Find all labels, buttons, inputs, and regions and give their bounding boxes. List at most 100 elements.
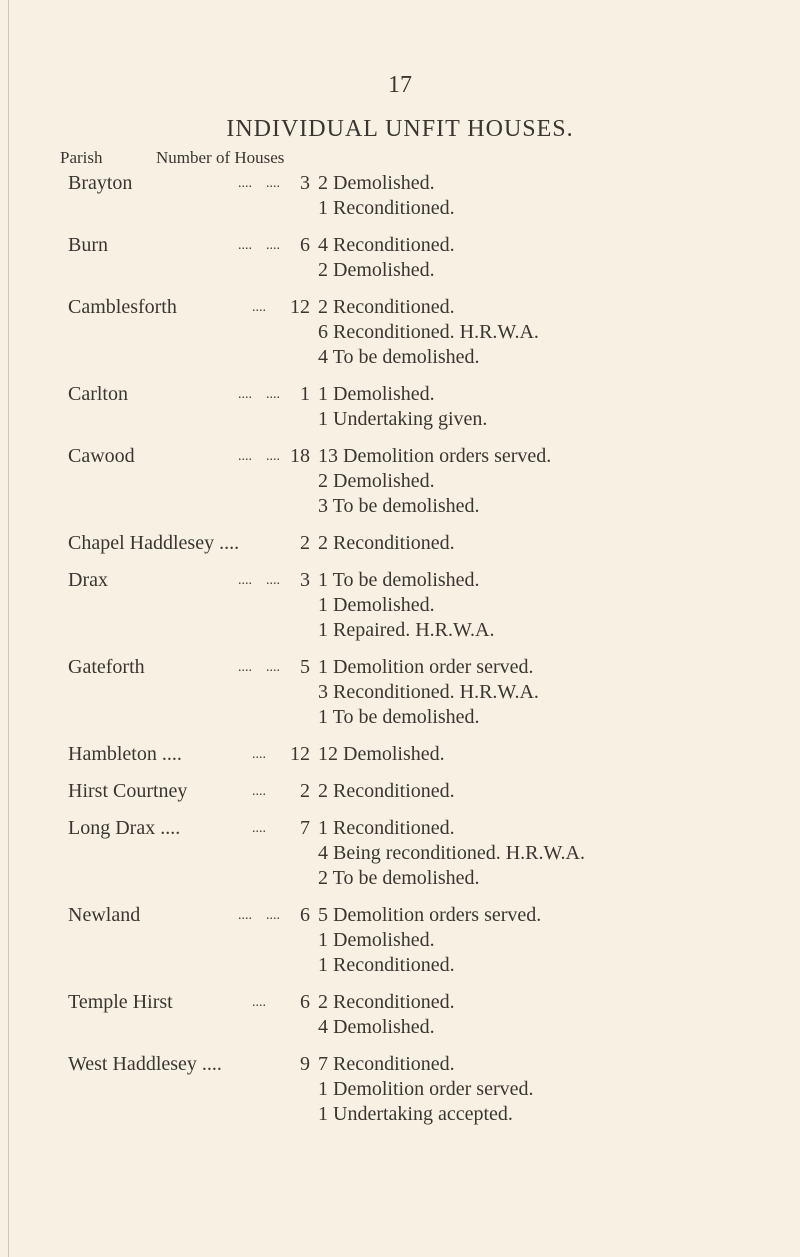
detail-line: 1 Reconditioned. [318, 817, 455, 839]
house-count: 3 [300, 569, 310, 591]
leader-dots: .... .... [238, 908, 280, 923]
parish-name: Hirst Courtney [68, 780, 188, 802]
detail-line: 5 Demolition orders served. [318, 904, 542, 926]
table-row: Burn .... .... 6 4 Reconditioned. 2 Demolish… [68, 233, 788, 283]
table-row: Brayton .... .... 3 2 Demolished. 1 Recondit… [68, 171, 788, 221]
detail-line: 3 Reconditioned. H.R.W.A. [318, 681, 539, 703]
detail-line: 1 Repaired. H.R.W.A. [318, 619, 495, 641]
detail-line: 1 Demolition order served. [318, 1078, 534, 1100]
house-count: 12 [290, 296, 310, 318]
house-count: 2 [300, 532, 310, 554]
house-count: 9 [300, 1053, 310, 1075]
details: 1 To be demolished. 1 Demolished. 1 Repair… [318, 568, 788, 643]
page-title: INDIVIDUAL UNFIT HOUSES. [226, 116, 574, 142]
detail-line: 2 Reconditioned. [318, 780, 455, 802]
parish-name: Gateforth [68, 656, 145, 678]
parish-name: Brayton [68, 172, 133, 194]
parish-name: Newland [68, 904, 141, 926]
detail-line: 2 Reconditioned. [318, 296, 455, 318]
houses-table: Brayton.... .... 3 2 Demolished. 1 Recondit… [68, 171, 788, 1139]
house-count: 1 [300, 383, 310, 405]
parish-name: Long Drax .... [68, 817, 181, 839]
detail-line: 1 Reconditioned. [318, 954, 455, 976]
table-row: Cawood .... .... 18 13 Demolition orders se… [68, 444, 788, 519]
details: 2 Reconditioned. 4 Demolished. [318, 990, 788, 1040]
details: 1 Demolished. 1 Undertaking given. [318, 382, 788, 432]
house-count: 6 [300, 991, 310, 1013]
detail-line: 1 Demolished. [318, 383, 435, 405]
leader-dots: .... .... [238, 176, 280, 191]
details: 2 Reconditioned. 6 Reconditioned. H.R.W.A… [318, 295, 788, 370]
details: 4 Reconditioned. 2 Demolished. [318, 233, 788, 283]
header-number: Number of Houses [156, 148, 285, 167]
table-row: Newland .... .... 6 5 Demolition orders ser… [68, 903, 788, 978]
detail-line: 2 Demolished. [318, 172, 435, 194]
detail-line: 12 Demolished. [318, 743, 445, 765]
house-count: 5 [300, 656, 310, 678]
parish-name: Drax [68, 569, 108, 591]
leader-dots: .... [238, 300, 266, 315]
page-edge [8, 0, 9, 1257]
page-number: 17 [388, 72, 412, 98]
table-row: Gateforth .... .... 5 1 Demolition order se… [68, 655, 788, 730]
details: 1 Demolition order served. 3 Reconditione… [318, 655, 788, 730]
details: 7 Reconditioned. 1 Demolition order serve… [318, 1052, 788, 1127]
detail-line: 4 Reconditioned. [318, 234, 455, 256]
leader-dots: .... .... [238, 573, 280, 588]
parish-name: West Haddlesey .... [68, 1053, 222, 1075]
table-row: Camblesforth .... 12 2 Reconditioned. 6 Rec… [68, 295, 788, 370]
detail-line: 6 Reconditioned. H.R.W.A. [318, 321, 539, 343]
house-count: 6 [300, 234, 310, 256]
detail-line: 1 Demolished. [318, 594, 435, 616]
table-row: Chapel Haddlesey .... 2 2 Reconditioned. [68, 531, 788, 556]
detail-line: 1 Demolished. [318, 929, 435, 951]
table-row: Carlton .... .... 1 1 Demolished. 1 Undertak… [68, 382, 788, 432]
leader-dots: .... [238, 995, 266, 1010]
leader-dots: .... .... [238, 449, 280, 464]
parish-name: Burn [68, 234, 108, 256]
header-parish: Parish [60, 148, 103, 167]
detail-line: 13 Demolition orders served. [318, 445, 552, 467]
detail-line: 2 To be demolished. [318, 867, 480, 889]
leader-dots [238, 531, 284, 556]
detail-line: 2 Demolished. [318, 470, 435, 492]
detail-line: 1 Reconditioned. [318, 197, 455, 219]
table-row: West Haddlesey .... 9 7 Reconditioned. 1 De… [68, 1052, 788, 1127]
table-row: Temple Hirst .... 6 2 Reconditioned. 4 Demo… [68, 990, 788, 1040]
details: 13 Demolition orders served. 2 Demolished… [318, 444, 788, 519]
details: 5 Demolition orders served. 1 Demolished.… [318, 903, 788, 978]
leader-dots: .... [238, 747, 266, 762]
detail-line: 4 To be demolished. [318, 346, 480, 368]
details: 1 Reconditioned. 4 Being reconditioned. H… [318, 816, 788, 891]
detail-line: 4 Being reconditioned. H.R.W.A. [318, 842, 586, 864]
detail-line: 3 To be demolished. [318, 495, 480, 517]
detail-line: 1 Undertaking accepted. [318, 1103, 513, 1125]
parish-name: Camblesforth [68, 296, 177, 318]
table-row: Hirst Courtney .... 2 2 Reconditioned. [68, 779, 788, 804]
leader-dots: .... .... [238, 660, 280, 675]
detail-line: 1 Undertaking given. [318, 408, 488, 430]
detail-line: 2 Demolished. [318, 259, 435, 281]
parish-name: Carlton [68, 383, 128, 405]
house-count: 3 [300, 172, 310, 194]
table-row: Long Drax .... .... 7 1 Reconditioned. 4 Be… [68, 816, 788, 891]
leader-dots: .... [238, 784, 266, 799]
detail-line: 1 To be demolished. [318, 569, 480, 591]
leader-dots: .... [238, 821, 266, 836]
detail-line: 7 Reconditioned. [318, 1053, 455, 1075]
details: 2 Reconditioned. [318, 531, 788, 556]
detail-line: 2 Reconditioned. [318, 532, 455, 554]
house-count: 7 [300, 817, 310, 839]
detail-line: 4 Demolished. [318, 1016, 435, 1038]
leader-dots: .... .... [238, 238, 280, 253]
house-count: 6 [300, 904, 310, 926]
table-row: Drax .... .... 3 1 To be demolished. 1 Demol… [68, 568, 788, 643]
details: 12 Demolished. [318, 742, 788, 767]
parish-name: Cawood [68, 445, 135, 467]
parish-name: Hambleton .... [68, 743, 182, 765]
house-count: 12 [290, 743, 310, 765]
leader-dots: .... .... [238, 387, 280, 402]
detail-line: 1 To be demolished. [318, 706, 480, 728]
leader-dots [238, 1052, 284, 1077]
house-count: 2 [300, 780, 310, 802]
